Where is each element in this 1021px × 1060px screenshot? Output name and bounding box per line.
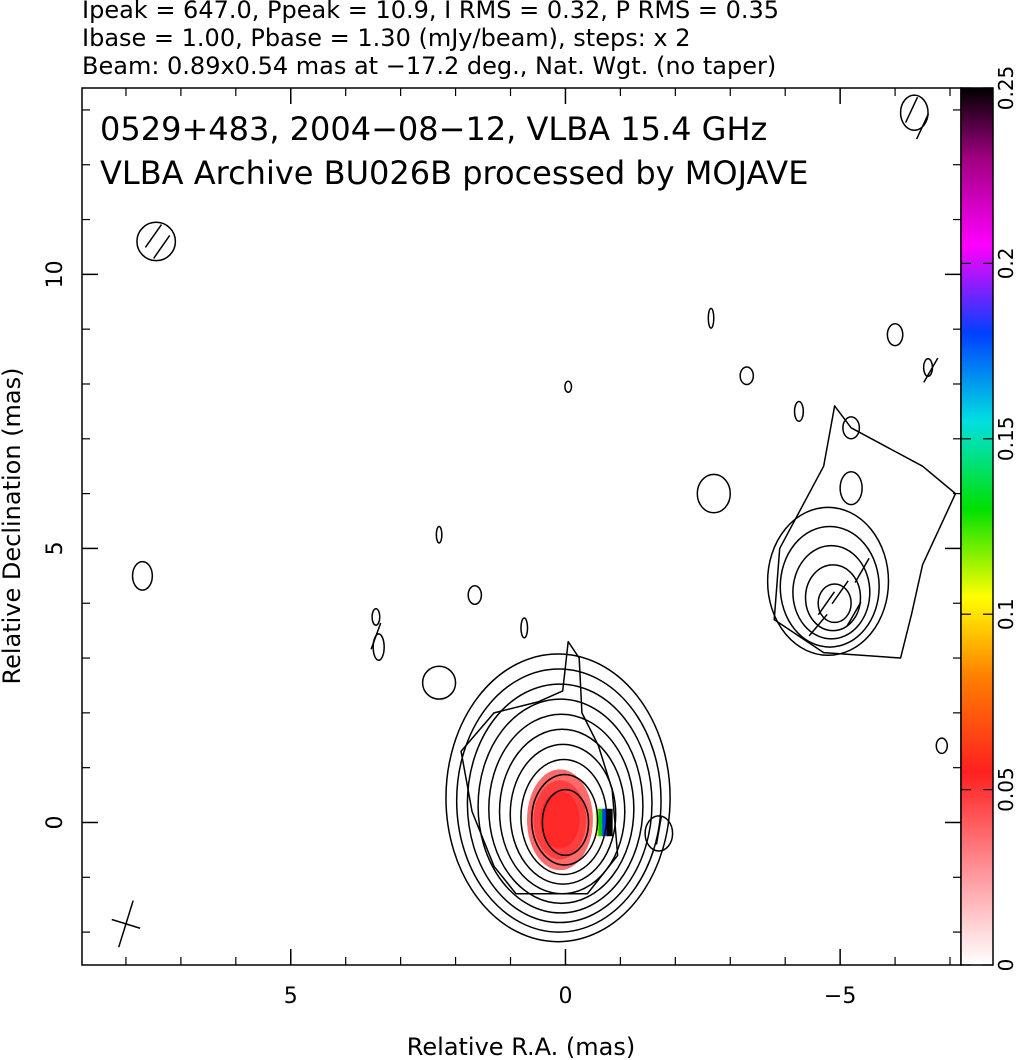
evpa-vector [846, 601, 862, 627]
noise-contour [467, 584, 483, 606]
colorbar-ticks: 0 0.05 0.1 0.15 0.2 0.25 [961, 66, 1018, 972]
beam-minor-axis [111, 918, 141, 929]
colorbar [960, 87, 994, 966]
noise-contour [739, 366, 755, 386]
colorbar-tick-label: 0.05 [994, 767, 1018, 812]
contour-envelope [773, 405, 957, 659]
contour-level [530, 773, 599, 866]
polarized-flux-patch [540, 791, 580, 849]
evpa-vector [923, 357, 939, 383]
colorbar-tick-label: 0.15 [994, 417, 1018, 462]
x-tick-label: 5 [284, 984, 298, 1009]
contour-level [445, 653, 671, 943]
noise-contour [372, 633, 385, 661]
header-line-1: Ipeak = 647.0, Ppeak = 10.9, I RMS = 0.3… [82, 0, 779, 24]
y-tick-label: 10 [43, 260, 68, 288]
evpa-vector [904, 96, 919, 123]
chart-subtitle: VLBA Archive BU026B processed by MOJAVE [100, 154, 808, 192]
colorbar-tick-label: 0.25 [994, 66, 1018, 111]
x-tick-label: 0 [558, 984, 572, 1009]
header-line-2: Ibase = 1.00, Pbase = 1.30 (mJy/beam), s… [82, 24, 691, 52]
noise-contour [520, 617, 529, 639]
contour-level [466, 683, 653, 924]
polarized-flux-patch [533, 780, 587, 860]
noise-contour [371, 607, 381, 626]
evpa-vector [831, 580, 849, 605]
y-tick-label: 0 [43, 815, 68, 829]
beam-symbol [111, 900, 141, 948]
evpa-vector [808, 613, 828, 637]
polarized-flux-edge [598, 808, 605, 837]
contour-level [520, 758, 608, 876]
contour-envelope [460, 640, 619, 895]
colorbar-tick-label: 0.1 [994, 598, 1018, 630]
noise-contour [421, 665, 457, 700]
evpa-vector-layer [144, 96, 939, 845]
contour-layer [131, 94, 957, 943]
noise-contour [564, 380, 573, 393]
contour-level [477, 698, 644, 914]
contour-level [766, 506, 890, 657]
noise-contour [644, 815, 674, 852]
noise-contour [842, 416, 861, 440]
chart-title: 0529+483, 2004−08−12, VLBA 15.4 GHz [100, 110, 767, 148]
header-line-3: Beam: 0.89x0.54 mas at −17.2 deg., Nat. … [82, 52, 776, 80]
contour-level [792, 544, 871, 640]
y-axis-label: Relative Declination (mas) [0, 367, 26, 684]
evpa-vector [817, 591, 836, 616]
noise-contour [435, 525, 443, 544]
contour-level [804, 564, 862, 632]
evpa-vector [370, 622, 382, 650]
x-axis-label: Relative R.A. (mas) [407, 1033, 635, 1060]
colorbar-tick-label: 0.2 [994, 247, 1018, 279]
evpa-vector [915, 113, 930, 140]
x-tick-label: −5 [824, 984, 856, 1009]
noise-contour [131, 560, 154, 591]
noise-contour [839, 470, 863, 506]
noise-contour [136, 221, 177, 262]
noise-contour [899, 94, 929, 131]
colorbar-tick-label: 0 [994, 959, 1018, 972]
contour-level [455, 668, 662, 933]
evpa-vector [655, 816, 663, 845]
evpa-vector [153, 235, 171, 259]
evpa-vector [144, 224, 163, 248]
contour-level [509, 743, 617, 885]
contour-level [817, 583, 852, 624]
polarized-flux-edge [602, 808, 609, 837]
noise-contour [886, 322, 904, 347]
axis-ticks: 5 0 −5 0 5 10 [43, 88, 961, 1009]
noise-contour [793, 400, 805, 423]
noise-contour [707, 307, 715, 329]
contour-level [488, 713, 635, 905]
contour-level [779, 525, 880, 648]
noise-contour [696, 473, 732, 514]
noise-contour [935, 737, 949, 755]
plot-content [111, 94, 957, 948]
y-tick-label: 5 [43, 541, 68, 555]
contour-level [541, 788, 590, 857]
polarization-color-layer [526, 769, 613, 871]
evpa-vector [854, 557, 870, 583]
polarized-flux-edge [606, 808, 613, 837]
